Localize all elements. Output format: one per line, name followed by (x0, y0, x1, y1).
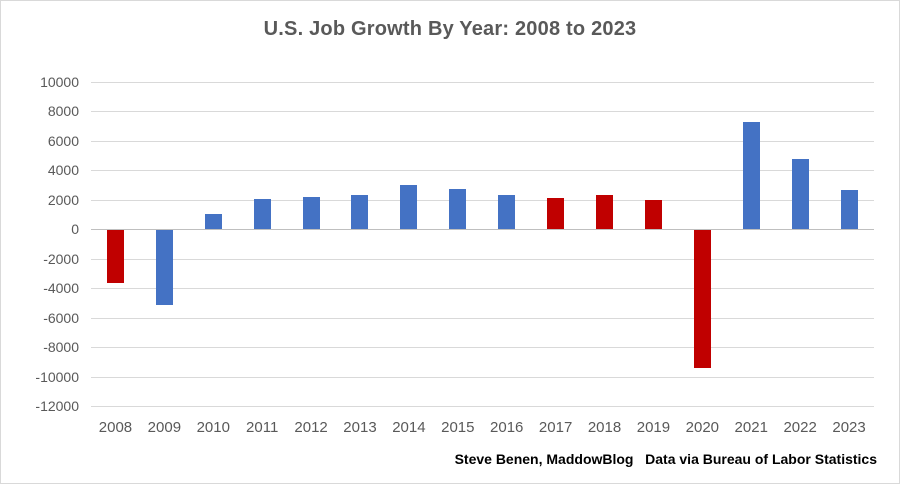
bar-2016 (498, 195, 516, 230)
bar-2019 (644, 199, 662, 230)
bar-2010 (204, 214, 222, 230)
gridline (91, 376, 874, 378)
bar-2021 (742, 122, 760, 230)
x-tick-label: 2013 (343, 419, 377, 436)
x-tick-label: 2020 (685, 419, 720, 436)
y-tick-label: -2000 (43, 250, 79, 267)
gridline (91, 199, 874, 201)
x-tick-label: 2022 (783, 419, 817, 436)
bar-2014 (400, 185, 418, 230)
zero-axis-line (91, 229, 874, 231)
x-tick-label: 2009 (147, 419, 182, 436)
x-tick-label: 2019 (636, 419, 671, 436)
gridline (91, 140, 874, 142)
y-tick-label: -8000 (43, 339, 79, 356)
x-tick-label: 2018 (587, 419, 622, 436)
gridline (91, 111, 874, 113)
bar-2022 (791, 158, 809, 230)
y-tick-label: 6000 (47, 132, 79, 149)
bar-2009 (155, 230, 173, 305)
gridline (91, 258, 874, 260)
chart-title: U.S. Job Growth By Year: 2008 to 2023 (263, 18, 637, 40)
y-tick-label: 2000 (47, 191, 79, 208)
y-tick-label: 4000 (47, 162, 79, 179)
gridline (91, 170, 874, 172)
x-tick-label: 2008 (98, 419, 133, 436)
y-tick-label: 0 (71, 221, 79, 238)
y-tick-label: -12000 (35, 398, 79, 414)
bar-2023 (840, 189, 858, 230)
attribution-text: Steve Benen, MaddowBlog Data via Bureau … (454, 451, 877, 467)
gridline (91, 317, 874, 319)
y-tick-label: -10000 (35, 368, 79, 385)
y-tick-label: 8000 (47, 103, 79, 120)
gridline (91, 82, 874, 83)
bar-2011 (253, 198, 271, 230)
bar-2017 (547, 197, 565, 230)
x-tick-label: 2010 (196, 419, 230, 436)
x-tick-label: 2023 (832, 419, 866, 436)
x-tick-label: 2016 (490, 419, 524, 436)
x-tick-label: 2021 (734, 419, 768, 436)
x-tick-label: 2017 (538, 419, 573, 436)
bar-2012 (302, 197, 320, 230)
gridline (91, 347, 874, 349)
bar-2020 (693, 230, 711, 369)
x-tick-label: 2015 (441, 419, 475, 436)
x-tick-label: 2011 (246, 419, 279, 436)
gridline (91, 288, 874, 290)
y-tick-label: -6000 (43, 309, 79, 326)
bar-2018 (596, 194, 614, 230)
y-tick-label: -4000 (43, 280, 79, 297)
gridline (91, 406, 874, 407)
bar-2015 (449, 189, 467, 230)
bar-2008 (106, 230, 124, 284)
y-tick-label: 10000 (40, 74, 79, 90)
x-tick-label: 2012 (294, 419, 328, 436)
bar-2013 (351, 195, 369, 230)
x-tick-label: 2014 (392, 419, 426, 436)
